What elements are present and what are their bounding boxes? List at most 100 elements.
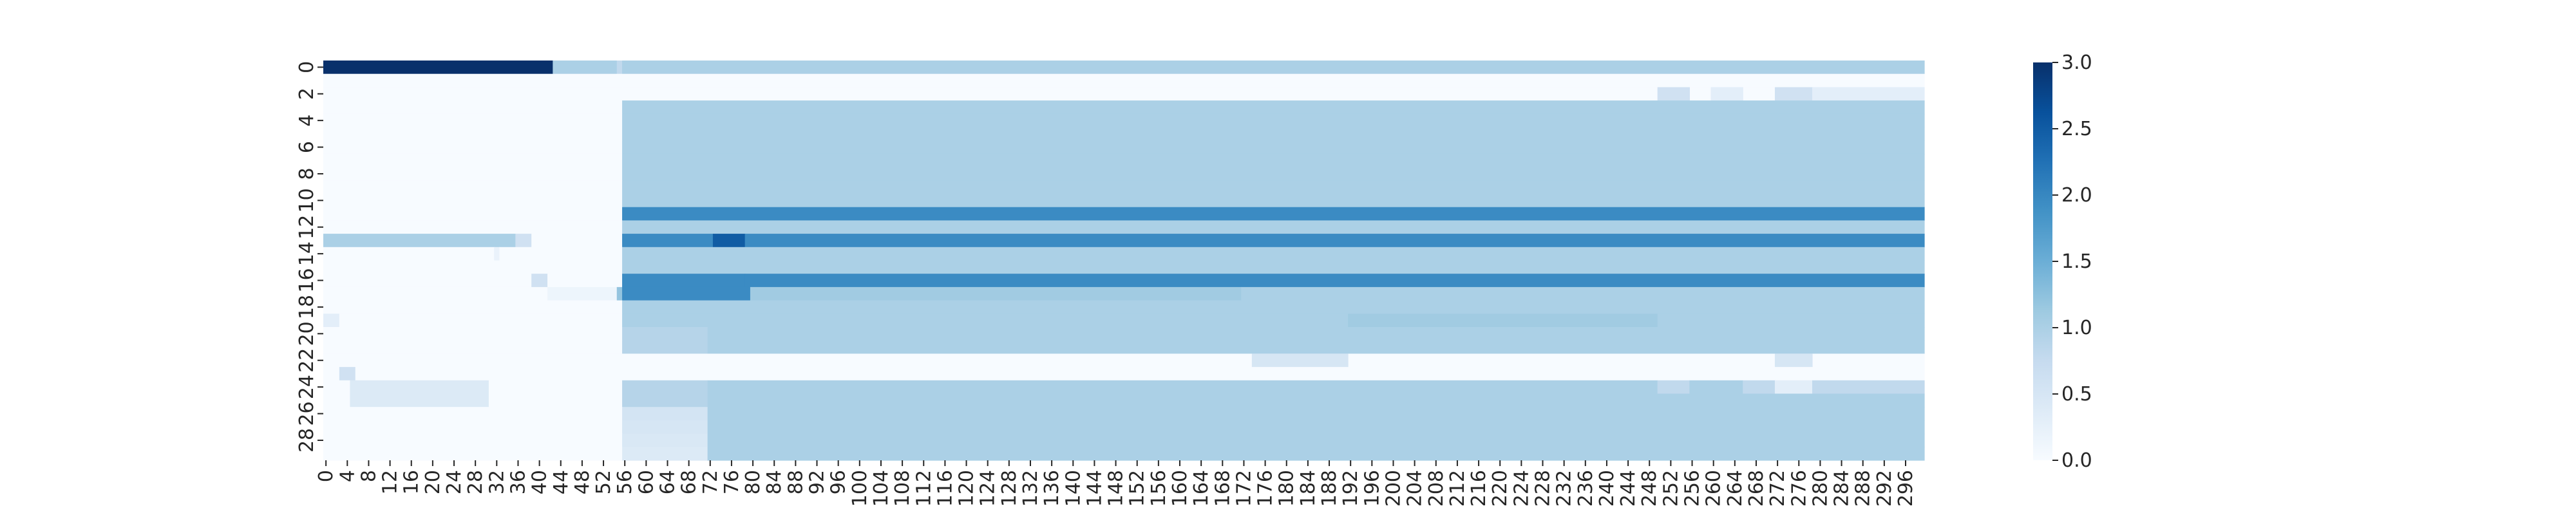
x-tick-label: 44 — [550, 470, 573, 494]
heatmap-cell — [622, 447, 708, 461]
heatmap-cell — [323, 314, 340, 328]
heatmap-cell — [707, 407, 1925, 421]
heatmap-cell — [622, 420, 708, 435]
x-tick-label: 204 — [1404, 470, 1426, 507]
heatmap-cell — [1774, 87, 1813, 101]
heatmap-cell — [323, 234, 516, 248]
heatmap-cell — [323, 340, 623, 354]
x-tick-label: 136 — [1041, 470, 1063, 507]
y-tick-label: 8 — [296, 167, 318, 180]
x-tick-label: 164 — [1190, 470, 1213, 507]
x-tick-label: 80 — [742, 470, 764, 494]
x-tick-label: 56 — [614, 470, 636, 494]
x-tick-label: 292 — [1873, 470, 1896, 507]
x-tick-label: 172 — [1233, 470, 1255, 507]
colorbar-tick-label: 1.0 — [2061, 317, 2092, 339]
y-tick-label: 6 — [296, 141, 318, 153]
x-tick-label: 188 — [1318, 470, 1341, 507]
x-tick-label: 236 — [1575, 470, 1597, 507]
y-tick-label: 20 — [296, 321, 318, 346]
x-tick-label: 148 — [1105, 470, 1128, 507]
x-tick-label: 12 — [379, 470, 402, 494]
heatmap-cell — [323, 194, 623, 208]
x-tick-label: 60 — [635, 470, 658, 494]
x-tick-label: 216 — [1468, 470, 1490, 507]
x-tick-label: 268 — [1745, 470, 1768, 507]
heatmap-cell — [339, 314, 623, 328]
x-tick-label: 124 — [977, 470, 999, 507]
y-tick-label: 16 — [296, 268, 318, 292]
heatmap-cell — [323, 180, 623, 194]
x-tick-label: 52 — [592, 470, 615, 494]
x-tick-label: 256 — [1681, 470, 1704, 507]
heatmap-cells — [323, 61, 1925, 461]
heatmap-cell — [323, 140, 623, 154]
x-tick-label: 140 — [1062, 470, 1084, 507]
x-tick-label: 68 — [678, 470, 701, 494]
x-tick-label: 244 — [1617, 470, 1640, 507]
x-tick-label: 168 — [1211, 470, 1234, 507]
heatmap-cell — [323, 286, 548, 301]
heatmap-cell — [622, 61, 1925, 75]
x-tick-label: 152 — [1126, 470, 1149, 507]
heatmap-cell — [323, 220, 623, 234]
heatmap-cell — [622, 140, 1925, 154]
heatmap-cell — [622, 433, 708, 447]
x-tick-label: 276 — [1788, 470, 1810, 507]
heatmap-cell — [323, 380, 351, 395]
x-tick-label: 176 — [1255, 470, 1277, 507]
heatmap-cell — [1812, 380, 1925, 395]
heatmap-cell — [323, 433, 623, 447]
heatmap-cell — [744, 234, 1925, 248]
heatmap-cell — [616, 286, 623, 301]
heatmap-cell — [323, 420, 623, 435]
heatmap-cell — [707, 433, 1925, 447]
x-tick-label: 28 — [464, 470, 487, 494]
x-tick-label: 96 — [828, 470, 850, 494]
heatmap-cell — [707, 420, 1925, 435]
heatmap-cell — [707, 393, 1925, 407]
x-tick-label: 104 — [870, 470, 893, 507]
heatmap-cell — [1348, 314, 1658, 328]
heatmap-cell — [323, 61, 553, 75]
x-tick-label: 120 — [956, 470, 978, 507]
x-tick-label: 4 — [336, 470, 359, 482]
y-tick-label: 24 — [296, 375, 318, 399]
heatmap-cell — [323, 73, 1925, 88]
y-tick-label: 0 — [296, 61, 318, 73]
x-tick-label: 296 — [1895, 470, 1917, 507]
colorbar-gradient — [2033, 62, 2052, 460]
x-tick-label: 192 — [1340, 470, 1362, 507]
heatmap-cell — [622, 180, 1925, 194]
x-tick-label: 240 — [1596, 470, 1618, 507]
x-tick-label: 128 — [998, 470, 1021, 507]
heatmap-cell — [622, 100, 1925, 115]
heatmap-cell — [1251, 353, 1349, 368]
x-tick-label: 88 — [784, 470, 807, 494]
x-tick-label: 8 — [357, 470, 380, 482]
x-tick-label: 232 — [1553, 470, 1576, 507]
heatmap-cell — [622, 207, 1925, 221]
heatmap-cell — [547, 274, 623, 288]
heatmap-cell — [1774, 380, 1813, 395]
x-tick-label: 252 — [1660, 470, 1682, 507]
x-tick-label: 32 — [486, 470, 508, 494]
y-tick-label: 4 — [296, 115, 318, 127]
x-tick-label: 196 — [1361, 470, 1383, 507]
x-tick-label: 208 — [1425, 470, 1448, 507]
colorbar-tick-label: 3.0 — [2061, 52, 2092, 74]
heatmap-cell — [488, 393, 623, 407]
heatmap-cell — [622, 274, 746, 288]
colorbar: 0.0 0.5 1.0 1.5 2.0 2.5 3.0 — [2033, 52, 2092, 472]
heatmap-cell — [323, 274, 532, 288]
x-tick-label: 144 — [1083, 470, 1106, 507]
heatmap-cell — [323, 100, 623, 115]
heatmap-cell — [323, 260, 623, 274]
heatmap-cell — [355, 367, 623, 381]
x-tick-label: 224 — [1510, 470, 1533, 507]
heatmap-cell — [323, 367, 340, 381]
heatmap-cell — [622, 393, 708, 407]
heatmap-cell — [323, 327, 623, 341]
x-tick-label: 20 — [422, 470, 444, 494]
y-tick-label: 2 — [296, 88, 318, 100]
